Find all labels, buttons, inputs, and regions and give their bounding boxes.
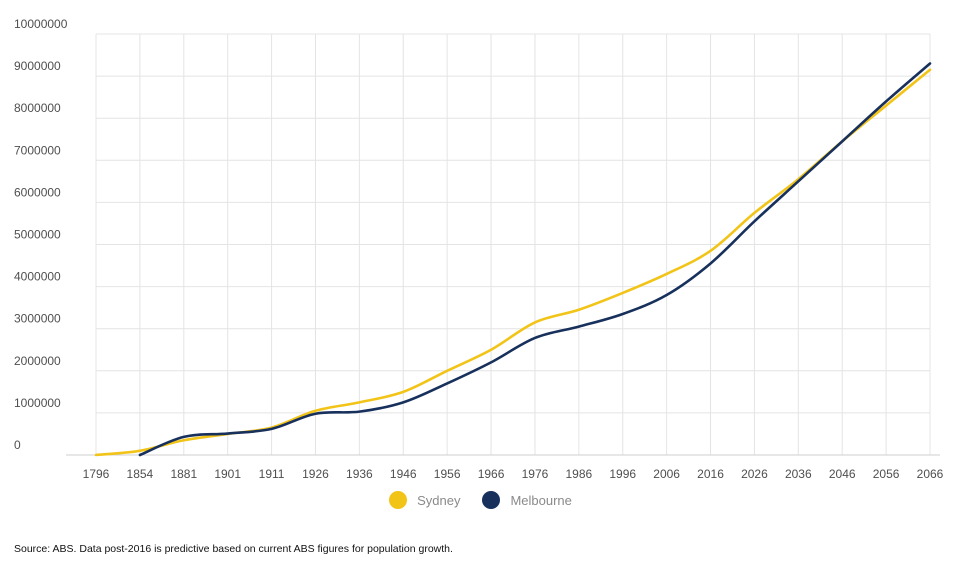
x-tick-label: 1936 (346, 467, 373, 480)
series-lines (94, 62, 932, 457)
legend-item-sydney[interactable]: Sydney (389, 491, 460, 509)
y-tick-label: 2000000 (14, 354, 61, 368)
x-tick-label: 1946 (390, 467, 417, 480)
x-tick-label: 1966 (478, 467, 505, 480)
y-tick-label: 8000000 (14, 101, 61, 115)
source-note: Source: ABS. Data post-2016 is predictiv… (14, 543, 453, 555)
x-tick-label: 2056 (873, 467, 900, 480)
y-tick-label: 7000000 (14, 143, 61, 157)
y-tick-label: 4000000 (14, 270, 61, 284)
y-tick-label: 0 (14, 438, 21, 452)
y-tick-label: 1000000 (14, 396, 61, 410)
melbourne-swatch-icon (482, 491, 501, 509)
x-tick-label: 1881 (170, 467, 197, 480)
legend-label-sydney: Sydney (417, 492, 461, 508)
x-tick-label: 1976 (522, 467, 549, 480)
x-tick-label: 1854 (127, 467, 154, 480)
grid (66, 33, 940, 456)
x-tick-label: 2036 (785, 467, 812, 480)
x-tick-label: 1901 (214, 467, 241, 480)
x-tick-label: 1911 (259, 467, 285, 480)
x-tick-label: 1986 (565, 467, 592, 480)
sydney-swatch-icon (389, 491, 408, 509)
y-axis-ticks: 0 1000000 2000000 3000000 4000000 5000000 6000… (14, 17, 68, 452)
x-tick-label: 2046 (829, 467, 856, 480)
y-tick-label: 9000000 (14, 59, 61, 73)
x-tick-label: 1956 (434, 467, 461, 480)
y-tick-label: 3000000 (14, 312, 61, 326)
x-tick-label: 2066 (917, 467, 944, 480)
x-tick-label: 2026 (741, 467, 768, 480)
legend-label-melbourne: Melbourne (510, 492, 572, 508)
population-line-chart: 0 1000000 2000000 3000000 4000000 5000000 6000… (14, 17, 944, 480)
x-tick-label: 2006 (653, 467, 680, 480)
y-tick-label: 5000000 (14, 228, 61, 242)
x-tick-label: 1796 (83, 467, 110, 480)
legend-item-melbourne[interactable]: Melbourne (482, 491, 572, 509)
x-tick-label: 1926 (302, 467, 329, 480)
x-tick-label: 1996 (609, 467, 636, 480)
y-tick-label: 10000000 (14, 17, 68, 31)
y-tick-label: 6000000 (14, 185, 61, 199)
legend: Sydney Melbourne (0, 491, 961, 509)
x-tick-label: 2016 (697, 467, 724, 480)
series-line-sydney (94, 68, 932, 457)
x-axis-ticks: 1796 1854 1881 1901 1911 1926 1936 1946 1956 1966… (83, 467, 944, 480)
